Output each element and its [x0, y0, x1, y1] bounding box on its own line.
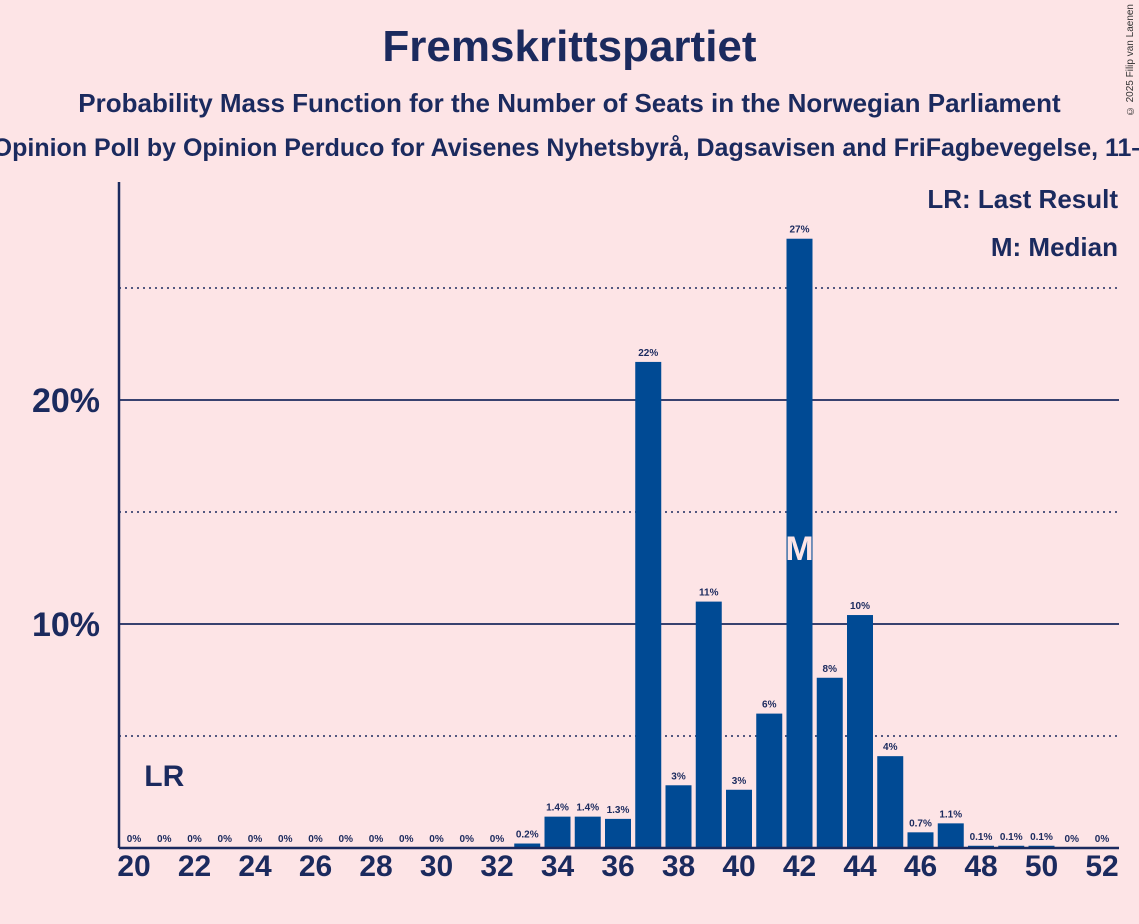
bar-value-label: 0%	[248, 834, 263, 845]
bar-value-label: 27%	[789, 225, 809, 236]
x-tick-label: 34	[541, 850, 575, 883]
bar-value-label: 0%	[1065, 834, 1080, 845]
bar	[816, 677, 843, 848]
bar-value-label: 0.1%	[1030, 832, 1053, 843]
bar-value-label: 0%	[218, 834, 233, 845]
bar-value-label: 0%	[1095, 834, 1110, 845]
x-tick-label: 26	[299, 850, 332, 883]
x-tick-label: 28	[359, 850, 392, 883]
bar	[605, 818, 631, 848]
chart-title: Fremskrittspartiet	[382, 22, 757, 71]
x-tick-label: 24	[238, 850, 272, 883]
bar	[756, 713, 783, 848]
bar-value-label: 8%	[823, 664, 838, 675]
bar-value-label: 0%	[399, 834, 414, 845]
bar	[574, 816, 601, 848]
bar-value-label: 0.1%	[1000, 832, 1023, 843]
bar-value-label: 0%	[490, 834, 505, 845]
bar	[907, 832, 934, 848]
bar-value-label: 0%	[429, 834, 444, 845]
bar-value-label: 0.2%	[516, 830, 539, 841]
y-tick-label: 20%	[32, 382, 100, 420]
bar	[877, 756, 904, 848]
x-tick-label: 42	[783, 850, 816, 883]
x-tick-label: 50	[1025, 850, 1058, 883]
bar-value-label: 0%	[127, 834, 142, 845]
grid-lines	[119, 287, 1119, 737]
bar-value-label: 0%	[339, 834, 354, 845]
legend-last-result: LR: Last Result	[927, 184, 1118, 214]
bar-value-label: 10%	[850, 601, 870, 612]
x-tick-label: 48	[964, 850, 997, 883]
bar	[514, 843, 541, 848]
x-tick-label: 36	[601, 850, 634, 883]
bar	[847, 615, 873, 848]
bar-value-label: 0%	[187, 834, 202, 845]
x-tick-label: 40	[722, 850, 755, 883]
bar-value-label: 1.3%	[607, 805, 630, 816]
x-tick-label: 52	[1085, 850, 1118, 883]
bar-labels: 0% 0% 0% 0% 0% 0% 0% 0% 0% 0% 0% 0% 0% 0.2% 1.4% 1.4% 1.…	[127, 225, 1110, 845]
bar-value-label: 1.4%	[546, 803, 569, 814]
x-tick-label: 32	[480, 850, 513, 883]
x-tick-label: 38	[662, 850, 695, 883]
bar	[937, 823, 964, 848]
bar-value-label: 0%	[157, 834, 172, 845]
bar-value-label: 1.4%	[576, 803, 599, 814]
y-tick-label: 10%	[32, 606, 100, 644]
bar-value-label: 22%	[638, 348, 658, 359]
last-result-marker: LR	[144, 760, 184, 793]
legend-median: M: Median	[990, 232, 1118, 262]
bar-value-label: 6%	[762, 700, 777, 711]
bar	[635, 361, 662, 848]
bar-value-label: 3%	[671, 771, 686, 782]
bar	[665, 785, 692, 848]
bar-value-label: 0%	[308, 834, 323, 845]
x-tick-label: 20	[117, 850, 150, 883]
x-tick-label: 46	[904, 850, 937, 883]
bar-value-label: 0%	[278, 834, 293, 845]
bar	[786, 238, 813, 849]
x-tick-label: 44	[843, 850, 877, 883]
bar	[544, 816, 571, 848]
bar	[726, 789, 752, 848]
bar-value-label: 0.7%	[909, 818, 932, 829]
bars	[514, 238, 1055, 849]
bar-value-label: 0%	[460, 834, 475, 845]
chart-subtitle: Probability Mass Function for the Number…	[78, 88, 1061, 118]
bar-value-label: 11%	[699, 588, 719, 599]
bar-value-label: 3%	[732, 776, 747, 787]
bar-value-label: 1.1%	[939, 809, 962, 820]
bar-value-label: 0%	[369, 834, 384, 845]
axes: 10% 20% 20 22 24 26 28 30 32 34 36 38 40 42 44 46 48 50 52	[32, 182, 1119, 883]
x-tick-label: 30	[420, 850, 453, 883]
chart-poll-source: Opinion Poll by Opinion Perduco for Avis…	[0, 134, 1139, 162]
bar-value-label: 0.1%	[970, 832, 993, 843]
median-marker: M	[785, 530, 813, 568]
bar-value-label: 4%	[883, 742, 898, 753]
x-tick-label: 22	[178, 850, 211, 883]
bar	[695, 601, 722, 848]
